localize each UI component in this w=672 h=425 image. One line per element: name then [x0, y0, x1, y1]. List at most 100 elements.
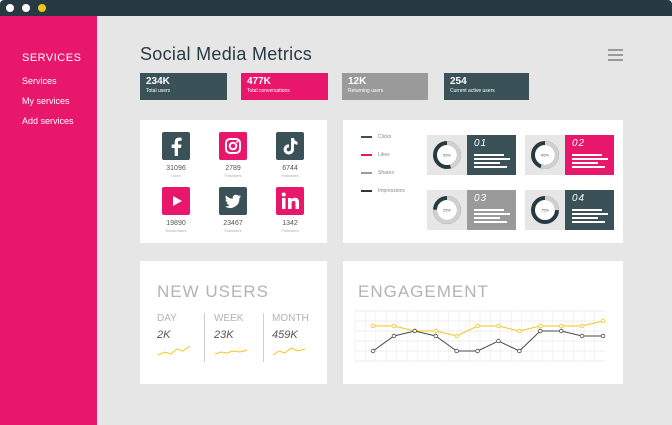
data-point	[370, 348, 376, 354]
social-count: 1342	[282, 220, 298, 227]
close-dot[interactable]	[6, 4, 14, 12]
donut-arc	[433, 196, 461, 224]
stat-value: 254	[450, 76, 467, 87]
data-point	[517, 348, 522, 354]
maximize-dot[interactable]	[38, 4, 46, 12]
legend-shares: Shares	[361, 170, 394, 176]
data-point	[538, 328, 543, 334]
donut-card-2[interactable]: 45% 02	[525, 135, 614, 175]
social-count: 2789	[225, 165, 241, 172]
period-value: 23K	[214, 329, 234, 341]
series-line	[373, 320, 604, 337]
data-point	[600, 333, 606, 339]
data-point	[558, 323, 564, 329]
legend-clicks: Clicks	[361, 134, 391, 140]
divider	[263, 313, 264, 362]
stat-value: 477K	[247, 76, 271, 87]
stat-value: 12K	[348, 76, 367, 87]
data-point	[600, 318, 606, 324]
instagram-icon	[219, 132, 247, 160]
donut-percent: 25%	[443, 208, 451, 213]
legend-swatch	[361, 189, 372, 192]
linkedin-icon	[276, 187, 304, 215]
data-point	[558, 328, 564, 334]
new-users-month: MONTH 459K	[272, 313, 309, 362]
facebook-stat[interactable]: 31096 Likes	[154, 132, 198, 178]
donut-percent: 55%	[443, 153, 451, 158]
social-sub: Subscribers	[165, 228, 187, 233]
social-count: 19890	[166, 220, 186, 227]
donut-ring: 55%	[433, 141, 461, 169]
sidebar-item-add-services[interactable]: Add services	[22, 116, 74, 126]
social-count: 31096	[166, 165, 186, 172]
donut-number: 02	[572, 138, 586, 149]
sparkline	[272, 347, 306, 356]
donut-ring: 75%	[531, 196, 559, 224]
donut-number: 03	[474, 193, 488, 204]
stat-label: Current active users	[450, 88, 495, 94]
donut-arc	[531, 196, 559, 224]
data-point	[433, 328, 438, 334]
twitter-stat[interactable]: 23467 Followers	[211, 187, 255, 233]
metrics-donut-card: Clicks Likes Shares Impressions 55% 01 4…	[343, 120, 623, 243]
period-value: 459K	[272, 329, 298, 341]
donut-ring: 25%	[433, 196, 461, 224]
new-users-title: NEW USERS	[157, 282, 269, 301]
sparkline	[157, 345, 191, 356]
legend-label: Likes	[378, 152, 390, 158]
new-users-card: NEW USERS DAY 2K WEEK 23K MONTH 459K	[140, 261, 327, 384]
data-point	[475, 348, 480, 354]
donut-card-3[interactable]: 25% 03	[427, 190, 516, 230]
social-sub: Followers	[281, 228, 299, 233]
data-point	[391, 333, 397, 339]
divider	[204, 313, 205, 362]
data-point	[454, 348, 459, 354]
social-sub: Followers	[224, 173, 242, 178]
youtube-stat[interactable]: 19890 Subscribers	[154, 187, 198, 233]
engagement-title: ENGAGEMENT	[358, 282, 489, 301]
data-point	[370, 323, 376, 329]
youtube-icon	[162, 187, 190, 215]
legend-label: Shares	[378, 170, 394, 176]
instagram-stat[interactable]: 2789 Followers	[211, 132, 255, 178]
page-title: Social Media Metrics	[140, 44, 313, 64]
donut-card-1[interactable]: 55% 01	[427, 135, 516, 175]
tiktok-stat[interactable]: 6744 Followers	[268, 132, 312, 178]
stat-label: Total conversations	[247, 88, 290, 94]
data-point	[391, 323, 397, 329]
donut-ring: 45%	[531, 141, 559, 169]
stat-value: 234K	[146, 76, 170, 87]
data-point	[496, 323, 501, 329]
series-line	[372, 330, 603, 352]
period-label: WEEK	[214, 313, 244, 324]
sidebar-item-services[interactable]: Services	[22, 76, 57, 86]
sparkline	[214, 349, 248, 355]
period-value: 2K	[157, 329, 171, 341]
linkedin-stat[interactable]: 1342 Followers	[268, 187, 312, 233]
title-bar	[0, 0, 672, 16]
minimize-dot[interactable]	[22, 4, 30, 12]
donut-arc	[433, 141, 461, 169]
stat-label: Returning users	[348, 88, 384, 94]
sidebar-heading: SERVICES	[22, 52, 82, 64]
donut-card-4[interactable]: 75% 04	[525, 190, 614, 230]
social-sub: Followers	[281, 173, 299, 178]
donut-percent: 75%	[541, 208, 549, 213]
data-point	[579, 323, 585, 329]
legend-swatch	[361, 153, 372, 156]
social-count: 23467	[223, 220, 243, 227]
legend-swatch	[361, 171, 372, 174]
stat-total-conversations: 477K Total conversations	[241, 73, 328, 100]
legend-label: Clicks	[378, 134, 392, 140]
twitter-icon	[219, 187, 247, 215]
data-point	[538, 323, 543, 329]
sidebar-item-my-services[interactable]: My services	[22, 96, 70, 106]
social-sub: Likes	[171, 173, 181, 178]
tiktok-icon	[276, 132, 304, 160]
donut-percent: 45%	[541, 153, 549, 158]
data-point	[496, 338, 501, 344]
hamburger-menu-icon[interactable]	[608, 49, 623, 61]
donut-number: 01	[474, 138, 488, 149]
engagement-card: ENGAGEMENT	[343, 261, 623, 384]
social-card: 31096 Likes 2789 Followers 6744 Follower…	[140, 120, 327, 243]
